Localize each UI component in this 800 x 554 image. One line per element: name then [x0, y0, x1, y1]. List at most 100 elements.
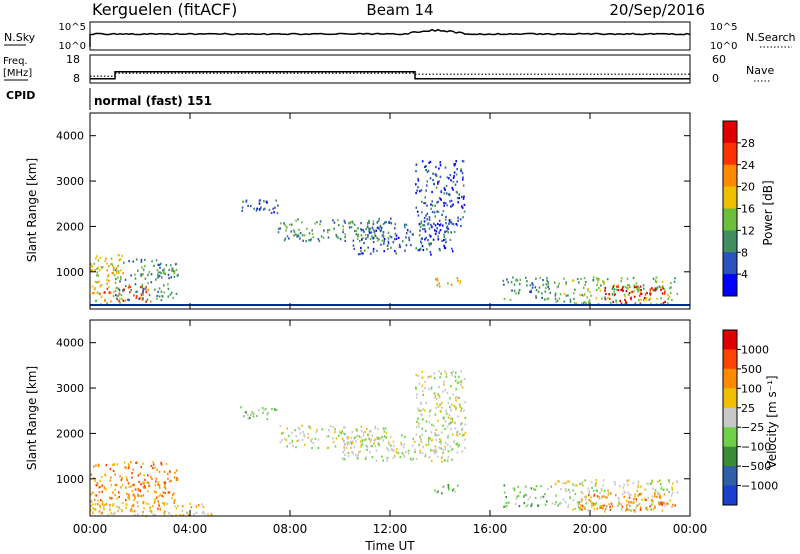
power-cell	[450, 231, 452, 234]
velocity-cell	[671, 488, 674, 491]
velocity-cell	[566, 480, 569, 483]
velocity-cell	[422, 445, 424, 449]
velocity-cell	[190, 506, 193, 509]
velocity-cell	[346, 437, 349, 440]
velocity-colorbar-tick-label: 500	[741, 363, 762, 376]
power-cell	[430, 223, 432, 226]
power-cell	[438, 219, 441, 222]
power-cell	[661, 280, 664, 283]
velocity-cell	[534, 488, 537, 491]
power-cell	[622, 285, 624, 288]
power-cell	[430, 253, 432, 256]
power-cell	[122, 272, 124, 275]
velocity-cell	[585, 495, 587, 498]
velocity-cell	[608, 503, 610, 506]
velocity-cell	[568, 491, 571, 494]
velocity-cell	[440, 447, 442, 450]
power-cell	[368, 219, 370, 222]
velocity-cell	[592, 504, 594, 507]
velocity-cell	[394, 454, 396, 458]
power-ytick-label: 2000	[56, 220, 84, 233]
velocity-cell	[447, 450, 450, 453]
power-cell	[612, 285, 614, 288]
velocity-cell	[91, 491, 94, 494]
velocity-cell	[645, 507, 647, 510]
velocity-cell	[135, 461, 137, 465]
power-cell	[293, 230, 296, 233]
power-cell	[165, 264, 168, 267]
power-cell	[118, 289, 121, 292]
velocity-cell	[668, 481, 671, 484]
velocity-cell	[415, 387, 417, 390]
power-cell	[335, 235, 338, 238]
velocity-cell	[281, 432, 283, 435]
velocity-cell	[629, 508, 631, 511]
power-cell	[674, 277, 676, 280]
velocity-cell	[464, 416, 467, 419]
velocity-cell	[266, 417, 269, 421]
power-cell	[363, 230, 365, 233]
power-cell	[643, 287, 645, 290]
velocity-cell	[105, 503, 108, 506]
velocity-cell	[131, 510, 134, 513]
power-cell	[451, 247, 453, 250]
power-cell	[436, 210, 438, 213]
power-cell	[374, 234, 377, 238]
power-cell	[585, 302, 588, 305]
velocity-cell	[374, 438, 376, 441]
power-cell	[141, 266, 143, 269]
velocity-cell	[104, 474, 107, 477]
power-cell	[96, 255, 98, 258]
power-cell	[611, 287, 614, 290]
power-cell	[283, 239, 286, 242]
velocity-cell	[291, 439, 294, 442]
power-cell	[420, 220, 423, 223]
velocity-cell	[434, 413, 437, 416]
power-cell	[587, 289, 589, 292]
velocity-cell	[630, 501, 632, 504]
power-cell	[434, 173, 437, 176]
velocity-cell	[109, 509, 111, 512]
power-cell	[298, 228, 300, 231]
velocity-cell	[412, 457, 414, 461]
power-cell	[456, 197, 459, 200]
velocity-cell	[451, 458, 454, 461]
velocity-cell	[119, 507, 121, 510]
power-cell	[617, 284, 619, 287]
power-cell	[444, 188, 446, 191]
power-cell	[360, 234, 363, 237]
velocity-cell	[109, 479, 112, 482]
velocity-cell	[438, 437, 441, 441]
velocity-cell	[361, 443, 364, 446]
velocity-cell	[430, 386, 433, 389]
power-cell	[156, 268, 159, 272]
velocity-cell	[148, 484, 150, 487]
velocity-cell	[526, 503, 529, 507]
velocity-cell	[581, 492, 584, 495]
power-cell	[431, 200, 433, 203]
velocity-cell	[676, 491, 679, 494]
power-cell	[374, 233, 376, 236]
velocity-cell	[537, 504, 539, 507]
power-cell	[437, 182, 439, 185]
power-cell	[592, 279, 594, 282]
power-cell	[382, 222, 385, 226]
velocity-cell	[98, 491, 101, 494]
power-cell	[432, 172, 434, 175]
power-cell	[621, 287, 624, 290]
velocity-cell	[383, 430, 386, 433]
velocity-cell	[451, 489, 454, 492]
velocity-cell	[357, 457, 359, 460]
power-cell	[117, 270, 120, 273]
power-cell	[628, 292, 631, 295]
velocity-cell	[188, 514, 190, 517]
velocity-cell	[370, 438, 373, 441]
velocity-cell	[659, 479, 661, 482]
velocity-cell	[429, 410, 431, 413]
velocity-colorbar-tick-label: 25	[741, 402, 755, 415]
power-cell	[434, 215, 436, 218]
velocity-cell	[155, 480, 157, 483]
power-cell	[383, 238, 386, 241]
power-cell	[603, 282, 605, 285]
power-cell	[667, 302, 669, 305]
